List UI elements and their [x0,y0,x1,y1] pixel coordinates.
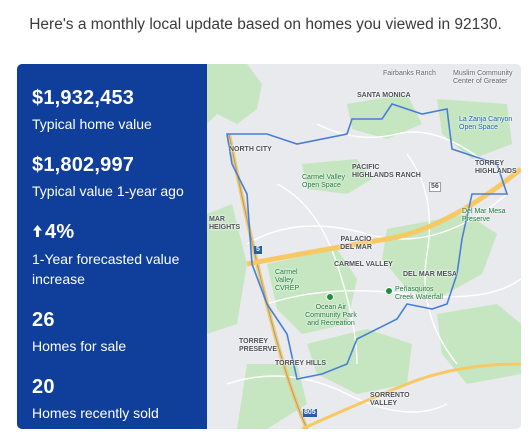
stat-value: 26 [32,309,55,331]
map-label: PALACIO DEL MAR [340,236,372,251]
park-pin-icon[interactable] [326,293,334,301]
local-update-card: $1,932,453 Typical home value $1,802,997… [17,64,521,429]
highway-56-shield-icon: 56 [429,182,441,192]
stat-forecast: 4% 1-Year forecasted value increase [32,220,207,289]
map-label: DEL MAR MESA [403,271,457,278]
map-label: PACIFIC HIGHLANDS RANCH [352,164,421,179]
stat-value: 20 [32,376,55,398]
interstate-5-shield-icon: 5 [254,246,262,254]
map-label: Carmel Valley Open Space [302,174,346,189]
stat-value: $1,932,453 [32,87,135,109]
map-label: NORTH CITY [229,146,272,153]
arrow-up-icon [32,220,45,244]
map-label: TORREY HIGHLANDS [475,160,517,175]
stat-value-row: 4% [32,220,207,244]
forecast-percent: 4% [45,221,75,243]
map-label: Ocean Air Community Park and Recreation [305,304,357,327]
stat-label: Typical value 1-year ago [32,183,184,199]
map-label: TORREY PRESERVE [239,338,277,353]
map-label: MAR HEIGHTS [209,216,241,231]
stat-label: Homes recently sold [32,405,159,421]
intro-text: Here's a monthly local update based on h… [29,16,502,33]
stat-homes-sold: 20 Homes recently sold [32,375,207,423]
map-label: CARMEL VALLEY [334,261,393,268]
map-canvas [207,64,521,429]
interstate-805-shield-icon: 805 [303,409,317,417]
waterfall-pin-icon[interactable] [385,287,393,295]
map-label: Del Mar Mesa Preserve [462,208,506,223]
stat-homes-for-sale: 26 Homes for sale [32,308,207,356]
stat-label: Typical home value [32,116,152,132]
stats-panel: $1,932,453 Typical home value $1,802,997… [17,64,207,429]
map-label: TORREY HILLS [275,360,327,367]
stat-typical-value: $1,932,453 Typical home value [32,86,207,134]
area-map[interactable]: SANTA MONICA Fairbanks Ranch Muslim Comm… [207,64,521,429]
map-label: Muslim Community Center of Greater [453,70,513,85]
map-label: La Zanja Canyon Open Space [459,116,513,131]
stat-label: 1-Year forecasted value increase [32,251,180,287]
stat-value: $1,802,997 [32,154,135,176]
map-label: SANTA MONICA [357,92,411,99]
stat-value-year-ago: $1,802,997 Typical value 1-year ago [32,153,207,201]
map-label: Peñasquitos Creek Waterfall [395,286,443,301]
map-label: Carmel Valley CVREP [275,269,300,292]
map-label: SORRENTO VALLEY [370,392,410,407]
map-label: Fairbanks Ranch [383,70,436,77]
stat-label: Homes for sale [32,338,127,354]
